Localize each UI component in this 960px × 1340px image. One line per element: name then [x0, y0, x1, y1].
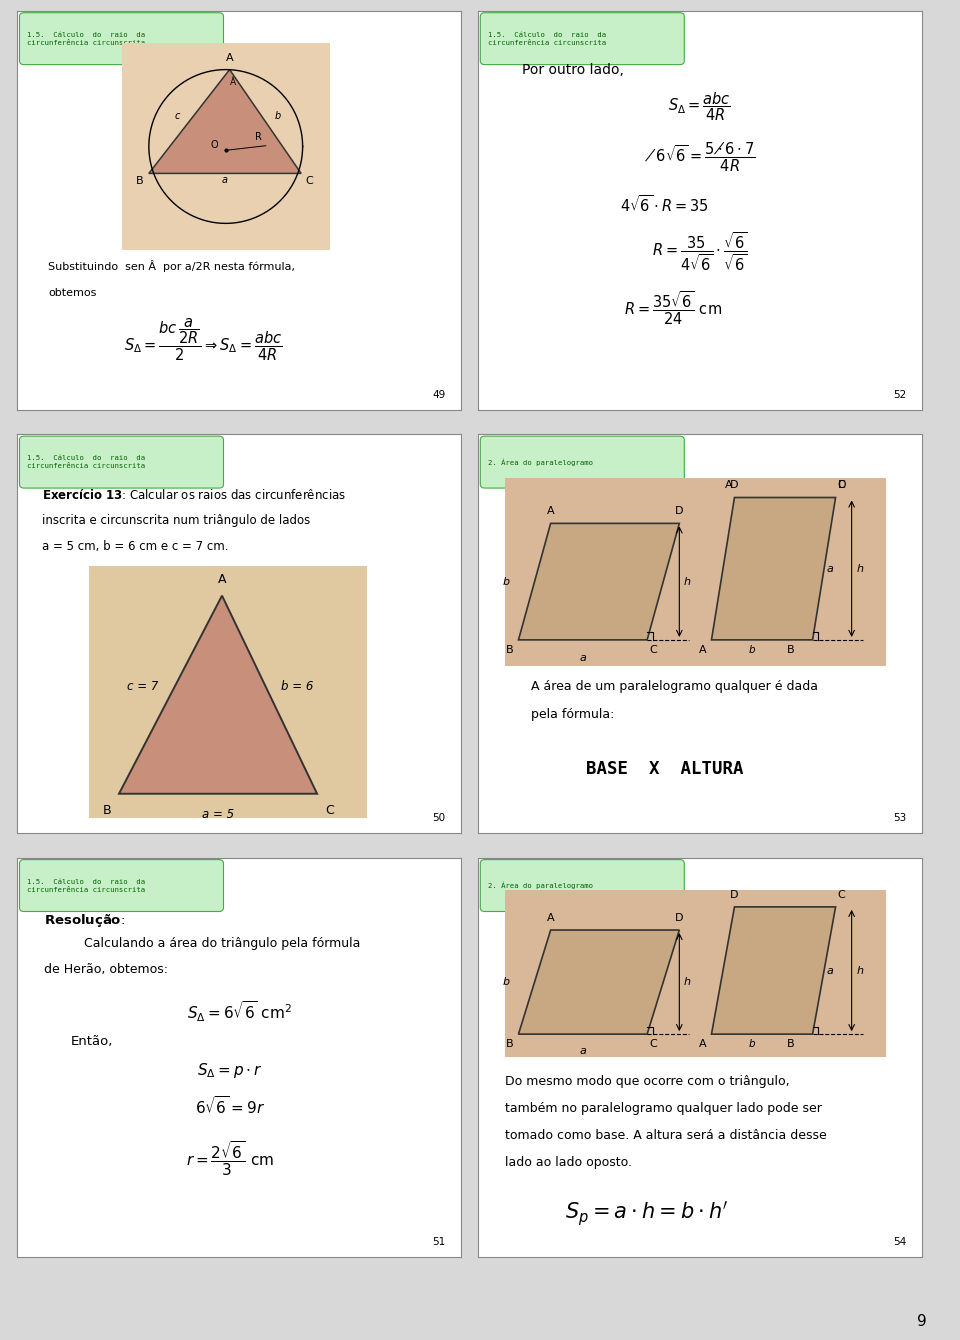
Text: $S_\Delta = 6\sqrt{6}\ \mathrm{cm}^2$: $S_\Delta = 6\sqrt{6}\ \mathrm{cm}^2$: [186, 1000, 292, 1024]
Polygon shape: [711, 907, 835, 1034]
Text: a: a: [580, 1045, 587, 1056]
Text: a = 5 cm, b = 6 cm e c = 7 cm.: a = 5 cm, b = 6 cm e c = 7 cm.: [41, 540, 228, 553]
Text: $\mathbf{Exercício\ 13}$: Calcular os raios das circunferências: $\mathbf{Exercício\ 13}$: Calcular os ra…: [41, 488, 346, 502]
Text: h: h: [856, 966, 863, 976]
Text: $R = \dfrac{35}{4\sqrt{6}} \cdot \dfrac{\sqrt{6}}{\sqrt{6}}$: $R = \dfrac{35}{4\sqrt{6}} \cdot \dfrac{…: [652, 230, 748, 273]
Text: D: D: [675, 913, 684, 923]
Text: h: h: [684, 977, 691, 988]
Text: C: C: [650, 1038, 658, 1049]
Text: C: C: [838, 890, 846, 900]
Text: h: h: [856, 564, 863, 574]
Text: O: O: [210, 139, 218, 150]
Text: R: R: [254, 133, 261, 142]
Text: a: a: [222, 174, 228, 185]
Polygon shape: [711, 497, 835, 641]
Text: $6\sqrt{6} = 9r$: $6\sqrt{6} = 9r$: [195, 1095, 265, 1118]
Text: também no paralelogramo qualquer lado pode ser: também no paralelogramo qualquer lado po…: [505, 1101, 822, 1115]
Text: 50: 50: [432, 813, 445, 824]
Text: b: b: [502, 977, 510, 988]
Text: 52: 52: [893, 390, 906, 401]
Text: 49: 49: [432, 390, 445, 401]
Text: Do mesmo modo que ocorre com o triângulo,: Do mesmo modo que ocorre com o triângulo…: [505, 1075, 789, 1088]
Text: b: b: [275, 111, 281, 121]
FancyBboxPatch shape: [480, 859, 684, 911]
Text: C: C: [305, 177, 314, 186]
Text: Então,: Então,: [70, 1036, 113, 1048]
Text: tomado como base. A altura será a distância desse: tomado como base. A altura será a distân…: [505, 1130, 827, 1142]
Text: pela fórmula:: pela fórmula:: [531, 708, 614, 721]
Text: $\mathbf{Resolução}$:: $\mathbf{Resolução}$:: [44, 911, 125, 929]
Text: Substituindo  sen Â  por a/2R nesta fórmula,: Substituindo sen Â por a/2R nesta fórmul…: [48, 260, 296, 272]
Text: $4\sqrt{6} \cdot R = 35$: $4\sqrt{6} \cdot R = 35$: [620, 194, 708, 214]
Polygon shape: [119, 596, 317, 793]
Text: inscrita e circunscrita num triângulo de lados: inscrita e circunscrita num triângulo de…: [41, 515, 310, 527]
Text: 9: 9: [917, 1315, 926, 1329]
Text: Por outro lado,: Por outro lado,: [522, 63, 624, 76]
Text: A: A: [699, 645, 707, 655]
Text: C: C: [325, 804, 334, 816]
Text: $S_\Delta = p \cdot r$: $S_\Delta = p \cdot r$: [198, 1061, 263, 1080]
FancyBboxPatch shape: [19, 12, 224, 64]
Text: Calculando a área do triângulo pela fórmula: Calculando a área do triângulo pela fórm…: [84, 938, 360, 950]
Text: c = 7: c = 7: [128, 681, 158, 693]
Text: a: a: [827, 564, 833, 574]
Text: 1.5.  Cálculo  do  raio  da
circunferência circunscrita: 1.5. Cálculo do raio da circunferência c…: [27, 32, 145, 46]
FancyBboxPatch shape: [480, 12, 684, 64]
Text: B: B: [787, 645, 795, 655]
Text: $\not{6}\sqrt{6} = \dfrac{5 \cdot \not{6} \cdot 7}{4R}$: $\not{6}\sqrt{6} = \dfrac{5 \cdot \not{6…: [644, 139, 756, 174]
Text: A: A: [218, 572, 227, 586]
Text: 51: 51: [432, 1237, 445, 1248]
Text: B: B: [506, 645, 514, 655]
Text: A: A: [547, 913, 555, 923]
Text: $S_\Delta = \dfrac{bc\,\dfrac{a}{2R}}{2} \Rightarrow S_\Delta = \dfrac{abc}{4R}$: $S_\Delta = \dfrac{bc\,\dfrac{a}{2R}}{2}…: [125, 318, 283, 363]
Text: C: C: [838, 480, 846, 489]
Text: lado ao lado oposto.: lado ao lado oposto.: [505, 1156, 632, 1170]
Text: 1.5.  Cálculo  do  raio  da
circunferência circunscrita: 1.5. Cálculo do raio da circunferência c…: [488, 32, 606, 46]
Text: D: D: [731, 480, 738, 489]
Text: obtemos: obtemos: [48, 288, 97, 299]
Text: B: B: [103, 804, 111, 816]
Text: 1.5.  Cálculo  do  raio  da
circunferência circunscrita: 1.5. Cálculo do raio da circunferência c…: [27, 456, 145, 469]
Text: A: A: [547, 505, 555, 516]
Polygon shape: [149, 70, 301, 173]
Text: A: A: [699, 1038, 707, 1049]
Text: 2. Área do paralelogramo: 2. Área do paralelogramo: [488, 882, 593, 890]
Text: 53: 53: [893, 813, 906, 824]
Text: a = 5: a = 5: [202, 808, 234, 820]
Text: $R = \dfrac{35\sqrt{6}}{24}$ cm: $R = \dfrac{35\sqrt{6}}{24}$ cm: [624, 289, 722, 327]
Text: B: B: [506, 1038, 514, 1049]
Text: b = 6: b = 6: [281, 681, 314, 693]
Text: 54: 54: [893, 1237, 906, 1248]
Text: $S_\Delta = \dfrac{abc}{4R}$: $S_\Delta = \dfrac{abc}{4R}$: [668, 90, 732, 123]
Text: B: B: [135, 177, 143, 186]
FancyBboxPatch shape: [480, 436, 684, 488]
Text: BASE  X  ALTURA: BASE X ALTURA: [586, 760, 743, 777]
Text: B: B: [787, 1038, 795, 1049]
Text: de Herão, obtemos:: de Herão, obtemos:: [44, 963, 168, 977]
Text: D: D: [675, 505, 684, 516]
Text: $S_p = a \cdot h = b \cdot h'$: $S_p = a \cdot h = b \cdot h'$: [564, 1199, 729, 1227]
Text: b: b: [749, 1038, 756, 1049]
Text: a: a: [827, 966, 833, 976]
Text: C: C: [650, 645, 658, 655]
Text: D: D: [838, 480, 847, 489]
FancyBboxPatch shape: [19, 859, 224, 911]
Text: a: a: [580, 653, 587, 663]
Text: h: h: [684, 576, 691, 587]
Text: b: b: [749, 645, 756, 655]
Text: Â: Â: [230, 78, 236, 87]
FancyBboxPatch shape: [19, 436, 224, 488]
Text: D: D: [731, 890, 738, 900]
Text: 2. Área do paralelogramo: 2. Área do paralelogramo: [488, 458, 593, 466]
Text: A: A: [226, 54, 233, 63]
Polygon shape: [518, 524, 680, 641]
Polygon shape: [518, 930, 680, 1034]
Text: 1.5.  Cálculo  do  raio  da
circunferência circunscrita: 1.5. Cálculo do raio da circunferência c…: [27, 879, 145, 892]
Text: $r = \dfrac{2\sqrt{6}}{3}\ \mathrm{cm}$: $r = \dfrac{2\sqrt{6}}{3}\ \mathrm{cm}$: [186, 1139, 275, 1178]
Text: A: A: [725, 480, 732, 489]
Text: A área de um paralelogramo qualquer é dada: A área de um paralelogramo qualquer é da…: [531, 679, 818, 693]
Text: c: c: [175, 111, 180, 121]
Text: b: b: [502, 576, 510, 587]
